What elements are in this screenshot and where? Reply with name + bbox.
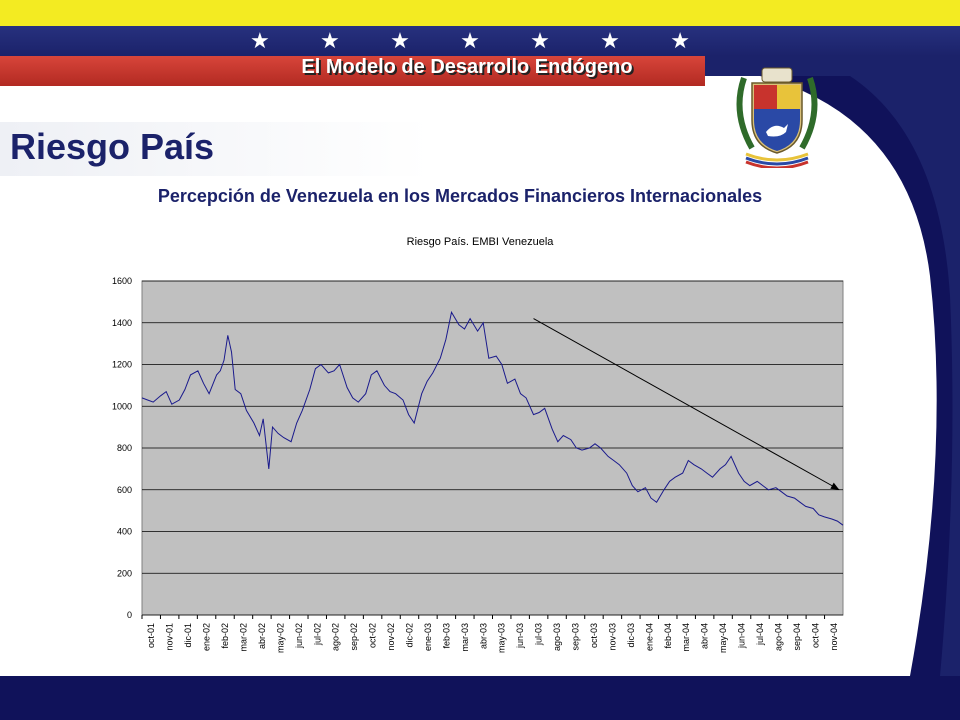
x-tick-label: oct-04 [810, 623, 820, 648]
header-yellow-band [0, 0, 960, 26]
x-tick-label: ene-02 [202, 623, 212, 651]
x-tick-label: nov-01 [165, 623, 175, 651]
x-tick-label: ago-04 [773, 623, 783, 651]
chart-title: Riesgo País. EMBI Venezuela [406, 236, 554, 248]
x-tick-label: mar-02 [238, 623, 248, 652]
title-band [0, 122, 430, 176]
y-tick-label: 200 [117, 568, 132, 578]
star-icon: ★ [670, 28, 690, 53]
x-tick-label: mar-03 [460, 623, 470, 652]
x-tick-label: feb-04 [663, 623, 673, 649]
series-layer [141, 310, 844, 526]
star-icon: ★ [390, 28, 410, 53]
y-tick-label: 1000 [112, 401, 132, 411]
x-tick-label: jul-03 [534, 623, 544, 646]
x-axis-ticks: oct-01 nov-01 dic-01 ene-02 feb-02 mar-02 abr-… [141, 615, 839, 653]
x-tick-label: jul-04 [755, 623, 765, 646]
x-tick-label: ago-03 [552, 623, 562, 651]
x-tick-label: dic-01 [183, 623, 193, 648]
x-tick-label: feb-02 [220, 623, 230, 649]
x-tick-label: oct-01 [146, 623, 156, 648]
x-tick-label: jul-02 [312, 623, 322, 646]
x-tick-label: nov-03 [607, 623, 617, 651]
page-subtitle: Percepción de Venezuela en los Mercados … [157, 186, 763, 206]
x-tick-label: jun-03 [515, 623, 525, 649]
x-tick-label: sep-03 [571, 623, 581, 651]
page-title: Riesgo País [10, 126, 215, 167]
series-line [141, 310, 844, 526]
x-tick-label: nov-02 [386, 623, 396, 651]
footer-bar [0, 676, 960, 720]
x-tick-label: dic-03 [626, 623, 636, 648]
y-tick-label: 1400 [112, 318, 132, 328]
y-tick-label: 1200 [112, 360, 132, 370]
coat-of-arms-icon [736, 67, 818, 168]
star-icon: ★ [530, 28, 550, 53]
x-tick-label: abr-02 [257, 623, 267, 649]
x-tick-label: ene-03 [423, 623, 433, 651]
x-tick-label: may-03 [497, 623, 507, 653]
x-tick-label: oct-02 [368, 623, 378, 648]
decorative-blue-wave [760, 76, 960, 676]
x-tick-label: dic-02 [404, 623, 414, 648]
header-tagline: El Modelo de Desarrollo Endógeno [301, 56, 633, 78]
x-tick-label: ago-02 [331, 623, 341, 651]
y-tick-label: 600 [117, 485, 132, 495]
x-tick-label: may-02 [275, 623, 285, 653]
x-tick-label: jun-02 [294, 623, 304, 649]
star-icon: ★ [600, 28, 620, 53]
star-icon: ★ [460, 28, 480, 53]
trend-arrowhead [830, 482, 840, 490]
x-tick-label: sep-02 [349, 623, 359, 651]
x-tick-label: jun-04 [737, 623, 747, 649]
x-tick-label: feb-03 [441, 623, 451, 649]
star-icon: ★ [320, 28, 340, 53]
y-tick-label: 800 [117, 443, 132, 453]
x-tick-label: sep-04 [792, 623, 802, 651]
y-tick-label: 400 [117, 527, 132, 537]
y-tick-label: 1600 [112, 276, 132, 286]
star-icon: ★ [250, 28, 270, 53]
star-row: ★ ★ ★ ★ ★ ★ ★ [250, 28, 690, 54]
x-tick-label: may-04 [718, 623, 728, 653]
x-tick-label: abr-03 [478, 623, 488, 649]
x-tick-label: nov-04 [829, 623, 839, 651]
y-tick-label: 0 [127, 610, 132, 620]
x-tick-label: abr-04 [700, 623, 710, 649]
x-tick-label: mar-04 [681, 623, 691, 652]
trend-line [533, 318, 840, 491]
header-red-band [0, 56, 705, 86]
header-blue-band [0, 26, 960, 56]
x-tick-label: ene-04 [644, 623, 654, 651]
y-axis-ticks: 0 200 400 600 800 1000 1200 1400 1600 [112, 276, 132, 620]
x-tick-label: oct-03 [589, 623, 599, 648]
